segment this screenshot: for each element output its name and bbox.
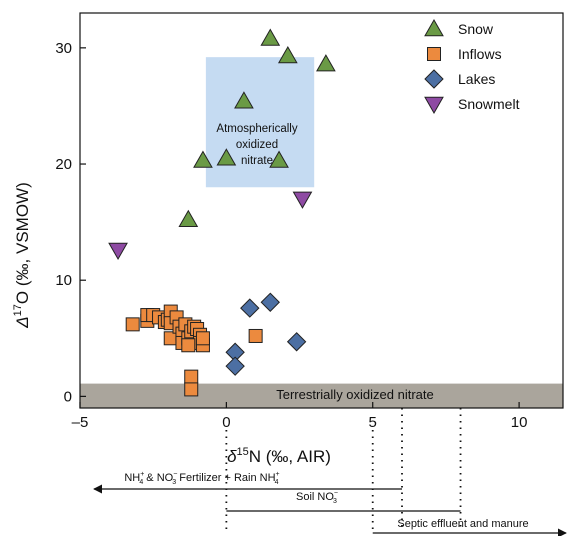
point-snow	[316, 54, 336, 72]
point-inflows	[163, 331, 178, 346]
point-inflows	[248, 328, 263, 343]
point-inflows	[195, 331, 210, 346]
x-tick-label: 0	[222, 414, 230, 431]
x-tick-label: 5	[369, 414, 377, 431]
point-snowmelt	[108, 242, 128, 261]
point-inflows	[125, 317, 140, 332]
x-axis-label: δ15N (‰, AIR)	[227, 446, 331, 466]
legend-marker-lakes	[424, 69, 444, 89]
range-label-soil: Soil NO− 3	[296, 490, 338, 505]
y-tick-label: 10	[55, 272, 72, 289]
point-snow	[216, 148, 237, 166]
point-lakes	[286, 332, 307, 352]
legend-label-snow: Snow	[458, 21, 494, 37]
legend-marker-snowmelt	[424, 96, 444, 115]
x-tick-label: –5	[72, 414, 89, 431]
point-lakes	[260, 292, 280, 312]
point-snow	[260, 28, 281, 46]
region-boxes	[80, 57, 563, 408]
source-ranges	[93, 408, 567, 536]
point-snowmelt	[292, 191, 313, 209]
point-inflows	[184, 369, 199, 384]
point-snow	[234, 91, 254, 109]
range-label-fertilizer: NH+ 4 & NO− 3 Fertilizer + Rain NH+ 4	[124, 471, 279, 486]
point-inflows	[181, 338, 196, 353]
legend-marker-snow	[424, 18, 444, 37]
y-tick-label: 20	[55, 156, 72, 173]
data-points	[108, 28, 336, 397]
atmospheric-label-line: oxidized	[236, 139, 278, 151]
point-snow	[178, 209, 199, 228]
point-inflows	[184, 382, 199, 397]
plot-frame	[79, 12, 564, 409]
point-lakes	[240, 298, 260, 318]
atmospheric-label-line: Atmospherically	[216, 123, 297, 135]
legend-label-snowmelt: Snowmelt	[458, 96, 520, 112]
point-snow	[277, 45, 298, 64]
legend-marker-inflows	[427, 47, 441, 61]
y-axis-label: Δ17O (‰, VSMOW)	[12, 182, 32, 328]
y-tick-label: 30	[55, 40, 72, 57]
terrestrial-band-label: Terrestrially oxidized nitrate	[276, 387, 434, 402]
point-lakes	[225, 356, 245, 376]
legend: Snow Inflows Lakes Snowmelt	[424, 18, 520, 115]
range-label-septic: Septic effluent and manure	[397, 518, 528, 530]
legend-label-inflows: Inflows	[458, 46, 502, 62]
atmospheric-label-line: nitrate	[241, 155, 273, 167]
region-box	[80, 383, 563, 408]
legend-label-lakes: Lakes	[458, 71, 495, 87]
x-tick-label: 10	[511, 414, 528, 431]
y-tick-label: 0	[64, 388, 72, 405]
atmospheric-box-label: Atmospherically oxidized nitrate	[216, 123, 297, 167]
point-snow	[193, 150, 213, 168]
point-snow	[269, 150, 289, 168]
region-box	[205, 57, 315, 188]
